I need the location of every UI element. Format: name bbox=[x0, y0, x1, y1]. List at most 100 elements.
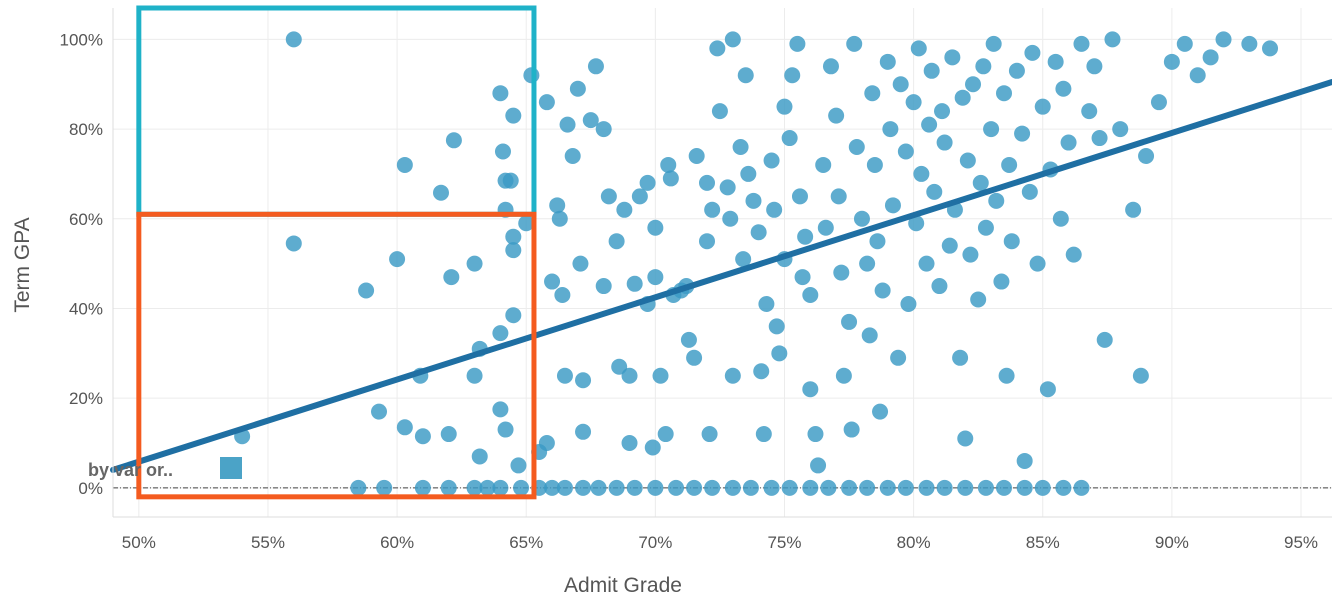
data-point bbox=[884, 197, 901, 214]
y-tick-label: 60% bbox=[69, 210, 103, 229]
data-point bbox=[285, 31, 302, 48]
data-point bbox=[350, 479, 367, 496]
y-axis-title: Term GPA bbox=[11, 217, 34, 312]
y-tick-label: 20% bbox=[69, 389, 103, 408]
data-point bbox=[505, 242, 522, 259]
data-point bbox=[556, 367, 573, 384]
data-point bbox=[830, 188, 847, 205]
data-point bbox=[719, 179, 736, 196]
data-point bbox=[908, 215, 925, 232]
data-point bbox=[1001, 156, 1018, 173]
data-point bbox=[479, 479, 496, 496]
data-point bbox=[771, 345, 788, 362]
data-point bbox=[556, 479, 573, 496]
data-point bbox=[972, 174, 989, 191]
data-point bbox=[538, 94, 555, 111]
tick-labels: 50% 55% 60% 65% 70% 75% 80% 85% 90% 95% 0% 20% 40% 60… bbox=[60, 30, 1319, 552]
data-point bbox=[1014, 125, 1031, 142]
data-point bbox=[864, 85, 881, 102]
data-point bbox=[905, 94, 922, 111]
data-point bbox=[492, 325, 509, 342]
data-point bbox=[616, 201, 633, 218]
data-point bbox=[1096, 331, 1113, 348]
data-point bbox=[1016, 479, 1033, 496]
data-point bbox=[763, 479, 780, 496]
data-point bbox=[1091, 130, 1108, 147]
data-point bbox=[371, 403, 388, 420]
data-point bbox=[704, 201, 721, 218]
data-point bbox=[882, 121, 899, 138]
data-point bbox=[466, 255, 483, 272]
data-point bbox=[1024, 44, 1041, 61]
x-tick-label: 80% bbox=[897, 533, 931, 552]
data-point bbox=[587, 58, 604, 75]
data-point bbox=[1073, 35, 1090, 52]
data-point bbox=[890, 349, 907, 366]
data-point bbox=[644, 439, 661, 456]
data-point bbox=[897, 479, 914, 496]
data-point bbox=[1241, 35, 1258, 52]
data-point bbox=[985, 35, 1002, 52]
data-point bbox=[559, 116, 576, 133]
x-tick-label: 60% bbox=[380, 533, 414, 552]
data-point bbox=[846, 35, 863, 52]
data-point bbox=[1150, 94, 1167, 111]
data-point bbox=[737, 67, 754, 84]
data-point bbox=[918, 479, 935, 496]
data-point bbox=[802, 381, 819, 398]
data-point bbox=[440, 426, 457, 443]
data-point bbox=[414, 428, 431, 445]
data-point bbox=[965, 76, 982, 93]
data-point bbox=[724, 367, 741, 384]
data-point bbox=[1052, 210, 1069, 227]
data-point bbox=[975, 58, 992, 75]
data-point bbox=[709, 40, 726, 57]
data-point bbox=[822, 58, 839, 75]
data-point bbox=[952, 349, 969, 366]
data-point bbox=[376, 479, 393, 496]
data-point bbox=[538, 435, 555, 452]
data-point bbox=[621, 435, 638, 452]
data-point bbox=[414, 479, 431, 496]
data-point bbox=[970, 291, 987, 308]
data-point bbox=[1029, 255, 1046, 272]
x-tick-label: 55% bbox=[251, 533, 285, 552]
y-tick-label: 100% bbox=[60, 30, 103, 49]
data-point bbox=[766, 201, 783, 218]
data-point bbox=[564, 147, 581, 164]
data-point bbox=[582, 112, 599, 129]
data-point bbox=[745, 192, 762, 209]
data-point bbox=[859, 479, 876, 496]
data-point bbox=[789, 35, 806, 52]
data-point bbox=[595, 121, 612, 138]
data-point bbox=[505, 307, 522, 324]
data-point bbox=[657, 426, 674, 443]
data-point bbox=[750, 224, 767, 241]
data-point bbox=[841, 479, 858, 496]
data-point bbox=[962, 246, 979, 263]
axes bbox=[112, 8, 1332, 518]
data-point bbox=[1016, 452, 1033, 469]
data-point bbox=[1104, 31, 1121, 48]
data-point bbox=[575, 372, 592, 389]
data-point bbox=[859, 255, 876, 272]
data-point bbox=[758, 295, 775, 312]
trend-line bbox=[110, 78, 1332, 473]
data-point bbox=[285, 235, 302, 252]
data-point bbox=[686, 349, 703, 366]
data-point bbox=[918, 255, 935, 272]
data-point bbox=[934, 103, 951, 120]
data-point bbox=[699, 174, 716, 191]
data-point bbox=[1021, 183, 1038, 200]
data-point bbox=[797, 228, 814, 245]
data-point bbox=[892, 76, 909, 93]
data-point bbox=[647, 269, 664, 286]
data-point bbox=[988, 192, 1005, 209]
data-point bbox=[1065, 246, 1082, 263]
data-point bbox=[983, 121, 1000, 138]
data-point bbox=[820, 479, 837, 496]
data-point bbox=[944, 49, 961, 66]
data-points bbox=[234, 31, 1279, 496]
data-point bbox=[494, 143, 511, 160]
